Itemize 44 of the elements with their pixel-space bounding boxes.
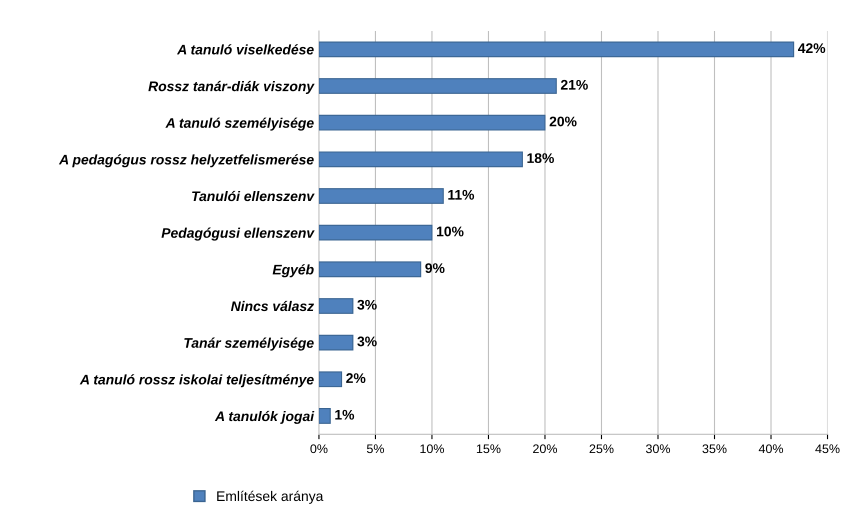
bar	[318, 261, 422, 278]
y-tick-label: A tanuló személyisége	[165, 118, 314, 131]
y-tick-label: Pedagógusi ellenszenv	[162, 228, 315, 241]
y-tick-label: A pedagógus rossz helyzetfelismerése	[58, 154, 314, 168]
bar	[318, 408, 331, 424]
x-tick-label: 45%	[815, 444, 840, 454]
y-tick-label: Nincs válasz	[230, 300, 314, 312]
data-label: 3%	[357, 300, 377, 310]
bar	[318, 224, 433, 241]
x-tick-label: 40%	[758, 444, 784, 454]
y-tick-label: A tanulók jogai	[214, 410, 314, 424]
bar	[318, 78, 557, 94]
y-tick-label: Tanulói ellenszenv	[192, 190, 315, 202]
y-tick-label: Egyéb	[272, 264, 314, 278]
data-label: 20%	[550, 116, 577, 126]
data-label: 9%	[425, 263, 445, 274]
bar	[318, 188, 444, 204]
x-tick-label: 0%	[310, 444, 328, 454]
bar	[318, 298, 354, 314]
bar	[318, 151, 523, 168]
data-label: 2%	[346, 373, 366, 383]
x-tick-label: 5%	[366, 444, 384, 454]
bar	[318, 334, 354, 351]
data-label: 21%	[560, 80, 588, 90]
x-tick-label: 15%	[476, 444, 501, 454]
bar	[318, 114, 546, 131]
bar	[318, 371, 342, 388]
y-tick-label: A tanuló rossz iskolai teljesítménye	[80, 374, 314, 388]
bar	[318, 41, 794, 58]
data-label: 10%	[437, 226, 464, 236]
data-label: 3%	[357, 336, 377, 346]
x-tick-label: 25%	[590, 444, 614, 454]
x-tick-label: 35%	[702, 444, 727, 454]
x-tick-label: 20%	[533, 444, 558, 454]
y-tick-label: A tanuló viselkedése	[176, 44, 314, 55]
x-tick-label: 30%	[646, 444, 670, 454]
data-label: 42%	[798, 43, 826, 54]
data-label: 11%	[448, 190, 474, 200]
y-tick-label: Tanár személyisége	[184, 338, 314, 351]
x-tick-label: 10%	[420, 444, 444, 454]
y-tick-label: Rossz tanár-diák viszony	[148, 80, 315, 94]
legend-label: Említések aránya	[217, 490, 324, 504]
data-label: 18%	[527, 153, 554, 164]
data-label: 1%	[335, 410, 354, 420]
